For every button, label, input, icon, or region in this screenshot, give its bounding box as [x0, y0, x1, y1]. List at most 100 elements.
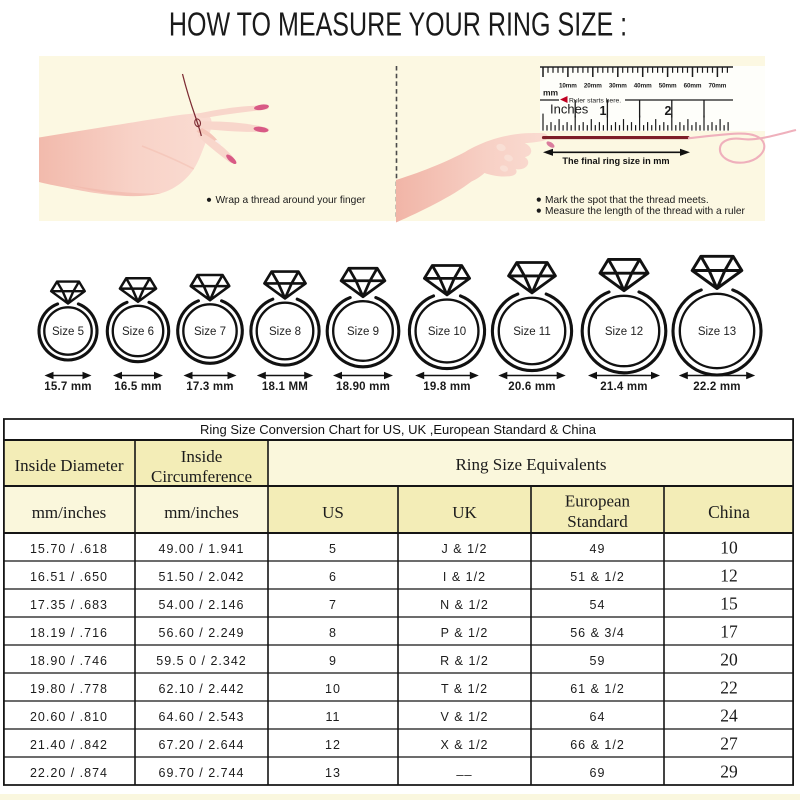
svg-text:Size 7: Size 7 — [194, 326, 226, 338]
svg-text:61 & 1/2: 61 & 1/2 — [570, 682, 625, 696]
svg-text:Ring Size Equivalents: Ring Size Equivalents — [455, 455, 606, 474]
svg-text:Inside: Inside — [181, 447, 223, 466]
svg-text:54.00 / 2.146: 54.00 / 2.146 — [159, 598, 245, 612]
svg-text:Size 5: Size 5 — [52, 326, 84, 338]
svg-text:J & 1/2: J & 1/2 — [442, 542, 488, 556]
svg-text:66 & 1/2: 66 & 1/2 — [570, 738, 625, 752]
svg-text:20.6 mm: 20.6 mm — [508, 381, 555, 393]
svg-text:16.51 / .650: 16.51 / .650 — [30, 570, 108, 584]
svg-text:51.50 / 2.042: 51.50 / 2.042 — [159, 570, 245, 584]
svg-text:12: 12 — [325, 738, 341, 752]
svg-text:8: 8 — [329, 626, 337, 640]
svg-text:US: US — [322, 503, 344, 522]
svg-text:56 & 3/4: 56 & 3/4 — [570, 626, 625, 640]
svg-text:R & 1/2: R & 1/2 — [440, 654, 489, 668]
svg-text:54: 54 — [590, 598, 606, 612]
svg-text:I & 1/2: I & 1/2 — [443, 570, 486, 584]
svg-text:20mm: 20mm — [584, 83, 602, 90]
svg-text:Standard: Standard — [567, 512, 628, 531]
svg-text:Size 11: Size 11 — [513, 326, 551, 338]
svg-text:mm/inches: mm/inches — [32, 503, 107, 522]
svg-text:HOW TO MEASURE YOUR RING SIZE: HOW TO MEASURE YOUR RING SIZE : — [169, 6, 627, 43]
svg-text:15.70 / .618: 15.70 / .618 — [30, 542, 108, 556]
svg-text:17: 17 — [720, 621, 738, 641]
svg-text:24: 24 — [720, 705, 738, 725]
svg-text:49.00 / 1.941: 49.00 / 1.941 — [159, 542, 245, 556]
svg-text:1: 1 — [600, 104, 607, 118]
svg-text:Size 8: Size 8 — [269, 326, 301, 338]
svg-text:7: 7 — [329, 598, 337, 612]
svg-text:20.60 / .810: 20.60 / .810 — [30, 710, 108, 724]
svg-text:64: 64 — [590, 710, 606, 724]
svg-text:Size 6: Size 6 — [122, 326, 154, 338]
svg-text:Wrap a thread around your fing: Wrap a thread around your finger — [216, 195, 366, 206]
svg-text:69.70 / 2.744: 69.70 / 2.744 — [159, 766, 245, 780]
svg-text:13: 13 — [325, 766, 341, 780]
svg-text:6: 6 — [329, 570, 337, 584]
svg-text:19.8 mm: 19.8 mm — [423, 381, 470, 393]
svg-text:European: European — [565, 492, 631, 511]
svg-text:17.3 mm: 17.3 mm — [186, 381, 233, 393]
svg-text:29: 29 — [720, 761, 738, 781]
svg-text:18.90 / .746: 18.90 / .746 — [30, 654, 108, 668]
svg-text:P & 1/2: P & 1/2 — [441, 626, 489, 640]
svg-text:9: 9 — [329, 654, 337, 668]
svg-text:70mm: 70mm — [708, 83, 726, 90]
svg-text:Size 13: Size 13 — [698, 326, 736, 338]
svg-text:Inside Diameter: Inside Diameter — [14, 456, 123, 475]
svg-text:16.5 mm: 16.5 mm — [114, 381, 161, 393]
svg-text:10: 10 — [325, 682, 341, 696]
svg-text:15: 15 — [720, 593, 738, 613]
svg-text:China: China — [708, 502, 750, 522]
svg-text:Measure the length of the thre: Measure the length of the thread with a … — [545, 206, 746, 217]
svg-text:18.19 / .716: 18.19 / .716 — [30, 626, 108, 640]
svg-text:12: 12 — [720, 565, 738, 585]
svg-text:18.1 MM: 18.1 MM — [262, 381, 308, 393]
svg-text:64.60 / 2.543: 64.60 / 2.543 — [159, 710, 245, 724]
svg-text:Ruler starts here.: Ruler starts here. — [569, 98, 621, 105]
svg-text:67.20 / 2.644: 67.20 / 2.644 — [159, 738, 245, 752]
svg-text:69: 69 — [590, 766, 606, 780]
svg-text:Size 10: Size 10 — [428, 326, 466, 338]
svg-text:59.5 0 / 2.342: 59.5 0 / 2.342 — [156, 654, 246, 668]
svg-text:Mark the spot that the thread: Mark the spot that the thread meets. — [545, 195, 709, 206]
svg-text:27: 27 — [720, 733, 738, 753]
svg-text:10mm: 10mm — [559, 83, 577, 90]
svg-text:T & 1/2: T & 1/2 — [441, 682, 488, 696]
svg-text:22.20 / .874: 22.20 / .874 — [30, 766, 108, 780]
svg-text:17.35 / .683: 17.35 / .683 — [30, 598, 108, 612]
svg-text:Size 12: Size 12 — [605, 326, 643, 338]
svg-text:Circumference: Circumference — [151, 467, 252, 486]
svg-text:10: 10 — [720, 537, 738, 557]
svg-text:The final ring size in mm: The final ring size in mm — [562, 156, 669, 166]
svg-text:50mm: 50mm — [659, 83, 677, 90]
svg-text:Size 9: Size 9 — [347, 326, 379, 338]
svg-text:V & 1/2: V & 1/2 — [441, 710, 489, 724]
svg-text:22.2 mm: 22.2 mm — [693, 381, 740, 393]
svg-text:21.40 / .842: 21.40 / .842 — [30, 738, 108, 752]
svg-text:Inches: Inches — [550, 102, 589, 117]
svg-text:X & 1/2: X & 1/2 — [441, 738, 489, 752]
svg-text:30mm: 30mm — [609, 83, 627, 90]
svg-text:N & 1/2: N & 1/2 — [440, 598, 489, 612]
svg-text:21.4 mm: 21.4 mm — [600, 381, 647, 393]
svg-text:11: 11 — [326, 710, 341, 724]
svg-text:40mm: 40mm — [634, 83, 652, 90]
svg-text:19.80 / .778: 19.80 / .778 — [30, 682, 108, 696]
svg-text:__: __ — [456, 763, 473, 777]
svg-text:60mm: 60mm — [684, 83, 702, 90]
svg-text:5: 5 — [329, 542, 337, 556]
svg-text:62.10 / 2.442: 62.10 / 2.442 — [159, 682, 245, 696]
svg-text:15.7 mm: 15.7 mm — [44, 381, 91, 393]
svg-text:51 & 1/2: 51 & 1/2 — [570, 570, 625, 584]
svg-text:mm/inches: mm/inches — [164, 503, 239, 522]
svg-text:22: 22 — [720, 677, 738, 697]
svg-text:mm: mm — [543, 88, 559, 98]
svg-text:59: 59 — [590, 654, 606, 668]
svg-text:Ring Size Conversion Chart for: Ring Size Conversion Chart for US, UK ,E… — [200, 422, 597, 437]
svg-text:2: 2 — [665, 104, 672, 118]
svg-text:49: 49 — [590, 542, 606, 556]
svg-text:18.90 mm: 18.90 mm — [336, 381, 390, 393]
svg-text:20: 20 — [720, 649, 738, 669]
svg-text:56.60 / 2.249: 56.60 / 2.249 — [159, 626, 245, 640]
